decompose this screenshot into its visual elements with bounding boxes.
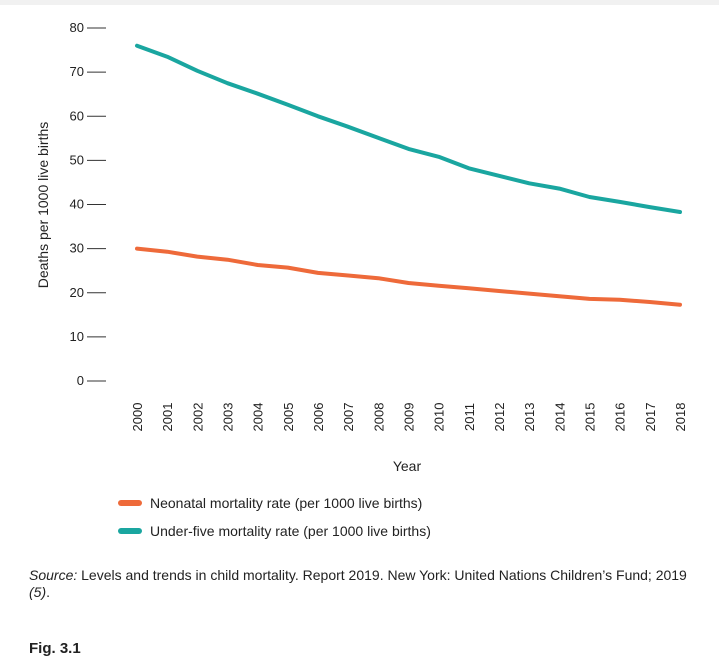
x-tick-label: 2009 (402, 403, 417, 432)
source-text: Levels and trends in child mortality. Re… (77, 567, 687, 583)
x-tick-label: 2015 (583, 403, 598, 432)
legend-swatch-under-five (118, 528, 142, 534)
y-tick-label: 30 (70, 241, 84, 256)
legend-label-under-five: Under-five mortality rate (per 1000 live… (150, 523, 431, 539)
legend-item-neonatal: Neonatal mortality rate (per 1000 live b… (118, 489, 431, 517)
series-line-under-five (135, 43, 682, 214)
y-axis: 0 10 20 30 40 50 60 70 80 (70, 20, 106, 388)
x-tick-label: 2018 (673, 403, 688, 432)
x-tick-label: 2013 (522, 403, 537, 432)
x-tick-label: 2007 (341, 403, 356, 432)
x-tick-label: 2002 (190, 403, 205, 432)
top-strip (0, 0, 719, 5)
x-tick-label: 2010 (432, 403, 447, 432)
y-tick-label: 70 (70, 64, 84, 79)
y-axis-title: Deaths per 1000 live births (35, 122, 51, 289)
legend: Neonatal mortality rate (per 1000 live b… (118, 489, 431, 545)
source-end: . (46, 584, 51, 600)
y-tick-label: 40 (70, 197, 84, 212)
x-axis: 2000 2001 2002 2003 2004 2005 2006 2007 2008 2009… (130, 403, 688, 432)
x-tick-label: 2000 (130, 403, 145, 432)
source-note: Source: Levels and trends in child morta… (29, 567, 699, 601)
x-tick-label: 2017 (643, 403, 658, 432)
x-axis-title: Year (393, 458, 422, 474)
series-line-neonatal (135, 246, 682, 307)
series-lines (135, 43, 682, 307)
x-tick-label: 2011 (462, 403, 477, 431)
x-tick-label: 2016 (613, 403, 628, 432)
x-tick-label: 2012 (492, 403, 507, 432)
y-tick-label: 60 (70, 108, 84, 123)
y-tick-label: 50 (70, 152, 84, 167)
legend-swatch-neonatal (118, 500, 142, 506)
x-tick-label: 2006 (311, 403, 326, 432)
source-label: Source: (29, 567, 78, 583)
y-tick-label: 10 (70, 329, 84, 344)
x-tick-label: 2014 (552, 403, 567, 432)
source-reference: (5) (29, 584, 47, 600)
legend-label-neonatal: Neonatal mortality rate (per 1000 live b… (150, 495, 423, 511)
legend-item-under-five: Under-five mortality rate (per 1000 live… (118, 517, 431, 545)
x-tick-label: 2003 (221, 403, 236, 432)
y-tick-label: 20 (70, 285, 84, 300)
x-tick-label: 2001 (160, 403, 175, 432)
y-tick-label: 0 (77, 373, 84, 388)
y-tick-label: 80 (70, 20, 84, 35)
x-tick-label: 2008 (371, 403, 386, 432)
x-tick-label: 2005 (281, 403, 296, 432)
x-tick-label: 2004 (251, 403, 266, 432)
